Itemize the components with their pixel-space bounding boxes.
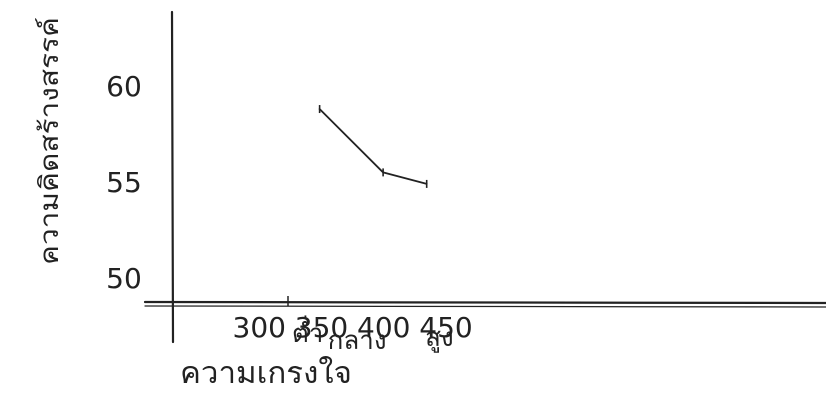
chart-axes (143, 10, 826, 344)
y-tick-label: 55 (106, 166, 142, 199)
series-line (318, 108, 428, 185)
x-tick-label: 400 (357, 311, 410, 344)
y-tick-label: 60 (106, 70, 142, 103)
x-axis-line-shadow (144, 305, 826, 308)
x-axis-title: ความเกรงใจ (180, 356, 352, 391)
x-axis-line (143, 300, 826, 305)
x-tick-label: 300 (233, 311, 286, 344)
x-category-label: สูง (425, 323, 454, 353)
series-group (318, 105, 428, 188)
y-axis-line (170, 10, 175, 344)
y-axis-title: ความคิดสร้างสรรค์ (35, 17, 65, 265)
x-ticks: 300 350 400 450 (233, 296, 473, 344)
y-ticks: 50 55 60 (106, 70, 142, 295)
y-tick-label: 50 (106, 262, 142, 295)
x-tick-label: 350 (295, 311, 348, 344)
x-category-label: ต่ำ (292, 315, 323, 349)
x-tick-label: 450 (419, 311, 472, 344)
x-category-labels: ต่ำ กลาง สูง (292, 315, 454, 356)
x-category-label: กลาง (328, 326, 387, 356)
